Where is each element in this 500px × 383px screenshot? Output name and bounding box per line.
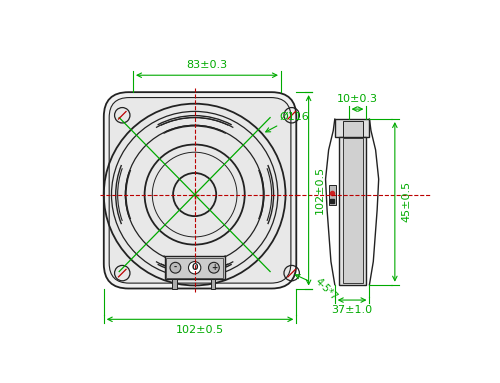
Bar <box>166 258 223 278</box>
Bar <box>344 138 362 283</box>
Bar <box>330 185 336 205</box>
Text: 102±0.5: 102±0.5 <box>176 325 224 335</box>
Text: 10±0.3: 10±0.3 <box>337 95 378 105</box>
Bar <box>172 279 177 288</box>
Bar <box>164 256 224 279</box>
Circle shape <box>170 262 181 273</box>
Text: 102±0.5: 102±0.5 <box>315 166 325 214</box>
FancyBboxPatch shape <box>104 92 296 288</box>
Text: 37±1.0: 37±1.0 <box>332 305 372 315</box>
Text: Ø116: Ø116 <box>266 112 309 132</box>
Circle shape <box>208 262 220 273</box>
Text: 45±0.5: 45±0.5 <box>401 181 411 223</box>
Text: 4-5*7: 4-5*7 <box>296 275 340 302</box>
Text: 83±0.3: 83±0.3 <box>186 60 228 70</box>
Text: O: O <box>192 263 198 272</box>
Text: -: - <box>174 263 177 272</box>
Circle shape <box>188 262 201 274</box>
Bar <box>211 279 216 288</box>
Bar <box>340 137 366 285</box>
Bar <box>335 119 370 137</box>
FancyBboxPatch shape <box>109 98 291 283</box>
Bar <box>344 121 362 137</box>
Text: +: + <box>211 263 217 272</box>
